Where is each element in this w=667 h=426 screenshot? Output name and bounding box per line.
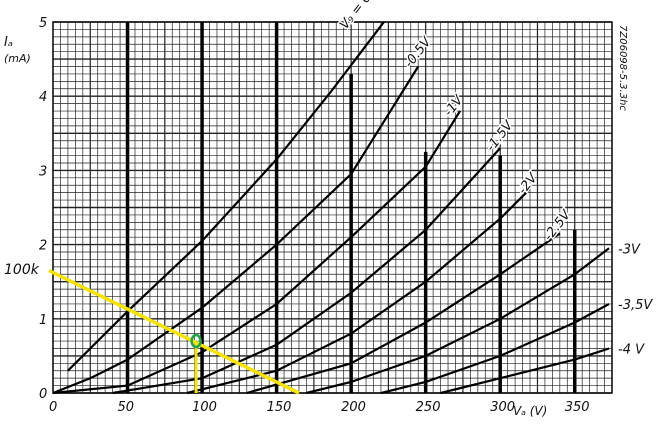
curve-label: V₉ = 0V <box>337 0 381 32</box>
x-tick-label: 300 <box>490 400 515 415</box>
operating-point-marker <box>190 333 202 349</box>
load-line <box>48 268 300 395</box>
x-tick-label: 150 <box>267 400 292 415</box>
curve-vg-7 <box>380 303 610 395</box>
load-line-label: 100k <box>4 262 40 278</box>
curve-label: -2.5V <box>541 207 575 244</box>
y-tick-label: 3 <box>39 164 47 179</box>
x-tick-label: 350 <box>565 400 590 415</box>
y-axis-unit: (mA) <box>4 52 31 65</box>
plot-frame <box>52 21 613 394</box>
curve-vg-8 <box>440 347 610 395</box>
curve-vg-3 <box>112 147 502 395</box>
x-tick-label: 200 <box>341 400 366 415</box>
y-tick-label: 2 <box>39 239 47 254</box>
y-tick-label: 1 <box>39 313 47 328</box>
x-axis-label: Vₐ (V) <box>513 404 547 418</box>
y-axis-label: Iₐ <box>4 35 13 50</box>
y-tick-label: 5 <box>39 16 47 31</box>
curve-vg-1 <box>52 65 420 395</box>
y-tick-label: 0 <box>39 387 47 402</box>
y-tick-label: 4 <box>39 90 47 105</box>
curve-vg-5 <box>246 232 561 395</box>
x-tick-label: 0 <box>49 400 57 415</box>
x-tick-label: 50 <box>118 400 135 415</box>
x-tick-label: 100 <box>192 400 217 415</box>
curve-label: -3V <box>618 242 641 257</box>
curve-label: -4 V <box>618 342 645 357</box>
curve-vg-0 <box>67 21 385 372</box>
code-label: 7Z06098-5.3.3hc <box>617 25 628 111</box>
curve-vg-6 <box>306 247 610 395</box>
curve-vg-2 <box>52 110 461 395</box>
curve-label: -3,5V <box>618 298 653 313</box>
x-tick-label: 250 <box>416 400 441 415</box>
